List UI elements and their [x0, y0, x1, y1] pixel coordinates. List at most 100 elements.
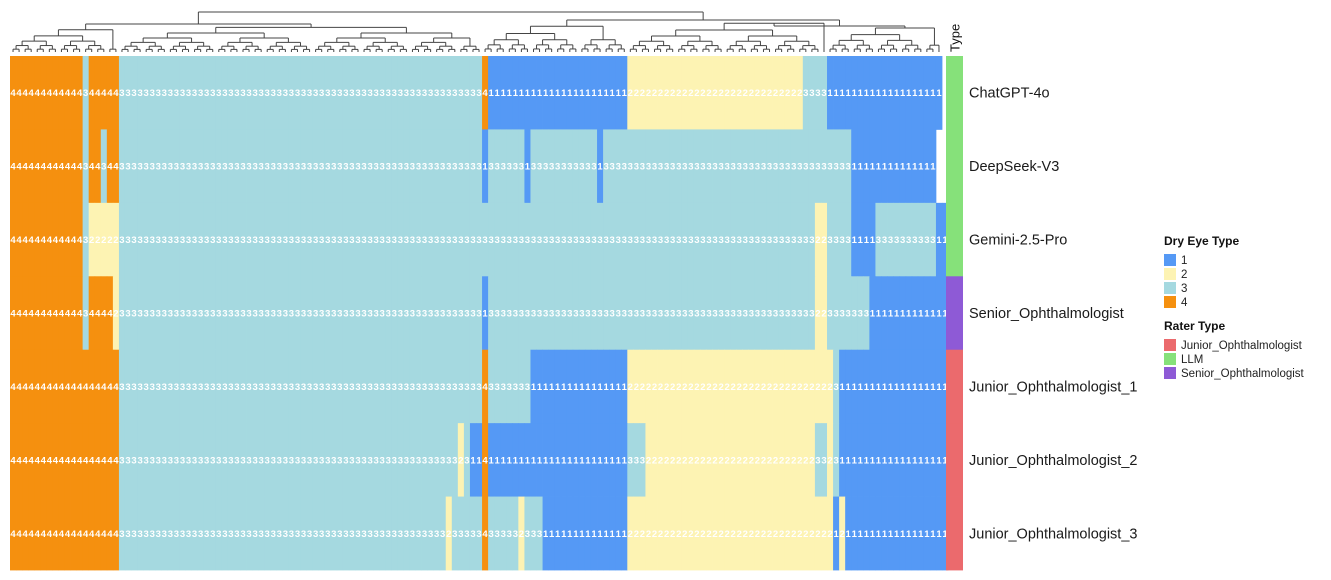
heatmap-cell [379, 496, 386, 571]
heatmap-cell [16, 129, 23, 204]
heatmap-cell [415, 129, 422, 204]
heatmap-cell [899, 349, 907, 424]
heatmap-cell [246, 202, 253, 277]
cell-value-label: 3 [277, 382, 282, 393]
cell-value-label: 3 [277, 88, 282, 99]
heatmap-cell [929, 349, 937, 424]
heatmap-cell [70, 496, 77, 571]
cell-value-label: 3 [821, 455, 826, 466]
heatmap-cell [590, 56, 598, 130]
heatmap-cell [10, 276, 17, 351]
heatmap-cell [681, 56, 689, 130]
cell-value-label: 3 [670, 309, 675, 320]
heatmap-cell [288, 56, 295, 130]
heatmap-cell [149, 349, 156, 424]
heatmap-cell [857, 496, 864, 571]
heatmap-cell [730, 129, 737, 204]
heatmap-cell [669, 56, 677, 130]
cell-value-label: 3 [265, 529, 270, 540]
cell-value-label: 1 [918, 309, 924, 320]
heatmap-cell [118, 496, 126, 571]
cell-value-label: 4 [29, 88, 35, 99]
cell-value-label: 1 [531, 88, 537, 99]
cell-value-label: 3 [495, 382, 500, 393]
heatmap-cell [143, 202, 150, 277]
heatmap-cell [578, 276, 586, 351]
legend-item-label: 1 [1181, 255, 1187, 267]
cell-value-label: 4 [77, 529, 83, 540]
heatmap-cell [367, 496, 374, 571]
cell-value-label: 3 [658, 309, 663, 320]
heatmap-cell [760, 129, 767, 204]
heatmap-cell [542, 349, 550, 424]
cell-value-label: 1 [525, 88, 531, 99]
cell-value-label: 1 [858, 88, 864, 99]
heatmap-cell [330, 349, 338, 424]
heatmap-cell [34, 129, 41, 204]
heatmap-cell [500, 496, 507, 571]
cell-value-label: 2 [664, 529, 669, 540]
cell-value-label: 3 [398, 529, 403, 540]
heatmap-cell [209, 129, 217, 204]
heatmap-cell [173, 202, 180, 277]
cell-value-label: 3 [271, 88, 276, 99]
heatmap-cell [282, 56, 289, 130]
heatmap-cell [839, 349, 846, 424]
cell-value-label: 3 [180, 309, 185, 320]
heatmap-cell [185, 56, 192, 130]
cell-value-label: 3 [476, 382, 481, 393]
heatmap-cell [566, 349, 574, 424]
heatmap-cell [820, 276, 828, 351]
cell-value-label: 3 [416, 529, 421, 540]
cell-value-label: 3 [331, 382, 336, 393]
cell-value-label: 3 [349, 309, 354, 320]
cell-value-label: 3 [343, 529, 348, 540]
cell-value-label: 1 [585, 88, 591, 99]
heatmap-cell [802, 129, 810, 204]
heatmap-cell [603, 56, 610, 130]
cell-value-label: 3 [222, 235, 227, 246]
heatmap-cell [548, 496, 556, 571]
heatmap-cell [572, 129, 580, 204]
heatmap-cell [699, 202, 707, 277]
heatmap-cell [736, 129, 743, 204]
cell-value-label: 3 [785, 309, 790, 320]
heatmap-cell [22, 349, 29, 424]
cell-value-label: 2 [700, 88, 705, 99]
heatmap-cell [942, 496, 949, 571]
heatmap-cell [300, 129, 307, 204]
cell-value-label: 3 [210, 529, 215, 540]
heatmap-cell [94, 56, 102, 130]
heatmap-cell [851, 276, 858, 351]
cell-value-label: 1 [591, 455, 597, 466]
heatmap-cell [246, 129, 253, 204]
cell-value-label: 3 [718, 309, 723, 320]
cell-value-label: 4 [41, 235, 47, 246]
heatmap-cell [451, 349, 459, 424]
heatmap-cell [58, 129, 65, 204]
heatmap-cell [923, 423, 931, 497]
heatmap-cell [675, 129, 683, 204]
cell-value-label: 3 [458, 529, 463, 540]
heatmap-cell [687, 496, 695, 571]
cell-value-label: 4 [16, 382, 22, 393]
cell-value-label: 3 [343, 455, 348, 466]
cell-value-label: 3 [265, 309, 270, 320]
heatmap-cell [282, 349, 289, 424]
heatmap-cell [118, 276, 126, 351]
cell-value-label: 3 [283, 382, 288, 393]
cell-value-label: 3 [573, 235, 578, 246]
heatmap-cell [10, 423, 17, 497]
heatmap-cell [911, 202, 919, 277]
heatmap-cell [161, 276, 168, 351]
heatmap-cell [276, 349, 283, 424]
cell-value-label: 3 [367, 382, 372, 393]
cell-value-label: 2 [797, 382, 802, 393]
cell-value-label: 3 [289, 309, 294, 320]
heatmap-cell [808, 423, 816, 497]
cell-value-label: 3 [246, 382, 251, 393]
cell-value-label: 4 [59, 529, 65, 540]
cell-value-label: 3 [380, 235, 385, 246]
cell-value-label: 3 [676, 235, 681, 246]
cell-value-label: 3 [404, 382, 409, 393]
